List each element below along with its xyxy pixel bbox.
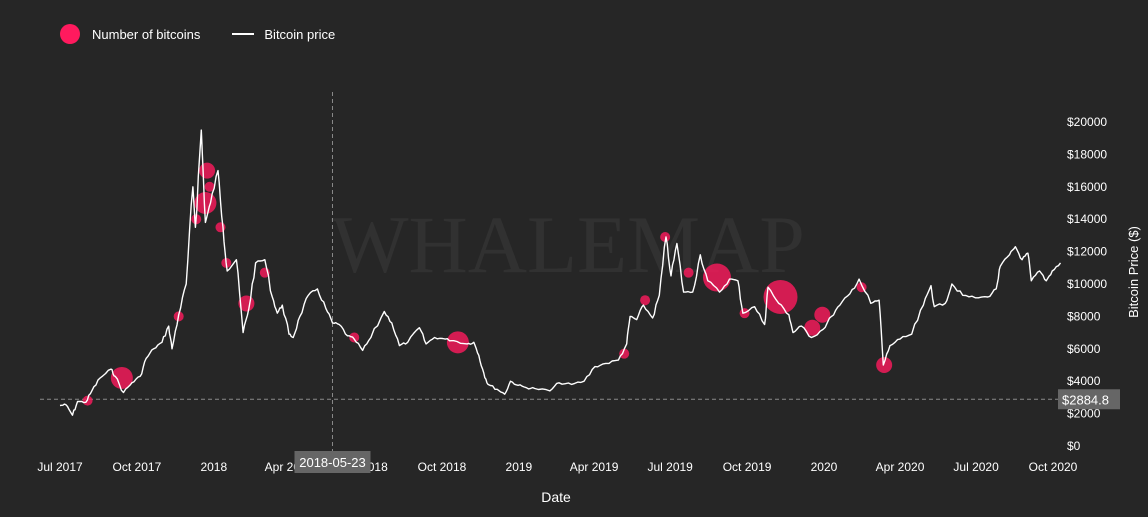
crosshair-price-tag: $2884.8 [1058, 389, 1120, 410]
watermark: WHALEMAP [331, 199, 805, 290]
bubble-point[interactable] [660, 232, 671, 243]
x-tick-label: Apr 2019 [570, 460, 619, 474]
crosshair-date-label: 2018-05-23 [299, 455, 366, 470]
crosshair-date-tag-bg [294, 451, 371, 473]
x-tick-label: Oct 2017 [113, 460, 162, 474]
bubble-point[interactable] [702, 263, 731, 292]
crosshair-price-label: $2884.8 [1062, 392, 1109, 407]
x-tick-label: Oct 2019 [723, 460, 772, 474]
x-tick-label: Jul 2019 [647, 460, 693, 474]
crosshair-date-tag: 2018-05-23 [294, 451, 371, 473]
bubble-point[interactable] [876, 357, 893, 373]
x-axis-title: Date [541, 489, 571, 505]
price-line [59, 129, 1062, 416]
legend-item-bubbles[interactable]: Number of bitcoins [60, 24, 200, 44]
x-tick-label: Jul 2020 [953, 460, 999, 474]
y-tick-label: $12000 [1067, 245, 1107, 259]
legend: Number of bitcoins Bitcoin price [60, 24, 367, 44]
bubble-point[interactable] [763, 279, 798, 314]
bubble-point[interactable] [814, 306, 831, 323]
legend-item-price[interactable]: Bitcoin price [232, 27, 335, 42]
y-tick-label: $18000 [1067, 147, 1107, 161]
y-tick-label: $16000 [1067, 180, 1107, 194]
legend-label-bubbles: Number of bitcoins [92, 26, 201, 42]
bubble-point[interactable] [204, 181, 215, 192]
y-tick-label: $2000 [1067, 407, 1101, 421]
bubble-point[interactable] [199, 162, 216, 179]
x-tick-label: Apr 2020 [876, 460, 925, 474]
x-tick-label: 2020 [811, 460, 838, 474]
y-tick-label: $20000 [1067, 115, 1107, 129]
y-axis-title: Bitcoin Price ($) [1126, 226, 1141, 318]
x-tick-label: 2019 [506, 460, 533, 474]
line-swatch-icon [232, 33, 255, 35]
x-tick-label: Oct 2018 [418, 460, 467, 474]
bubble-point[interactable] [110, 366, 133, 389]
bubble-swatch-icon [60, 24, 80, 44]
y-tick-label: $0 [1067, 439, 1081, 453]
y-tick-label: $8000 [1067, 309, 1101, 323]
bubble-point[interactable] [349, 332, 360, 343]
x-tick-label: Oct 2020 [1029, 460, 1078, 474]
y-tick-label: $4000 [1067, 374, 1101, 388]
x-tick-label: Jul 2017 [37, 460, 83, 474]
x-tick-label: 2018 [200, 460, 227, 474]
bubble-point[interactable] [640, 295, 651, 306]
y-tick-label: $14000 [1067, 212, 1107, 226]
y-axis: $0 $2000 $4000 $6000 $8000 $10000 $12000 $14000… [1067, 115, 1107, 453]
bubble-point[interactable] [683, 267, 694, 278]
bubble-point[interactable] [804, 319, 821, 336]
bubble-point[interactable] [215, 222, 226, 233]
y-tick-label: $6000 [1067, 342, 1101, 356]
bubble-point[interactable] [619, 348, 630, 359]
legend-label-price: Bitcoin price [264, 26, 336, 42]
y-tick-label: $10000 [1067, 277, 1107, 291]
crosshair-price-tag-bg [1058, 389, 1120, 410]
